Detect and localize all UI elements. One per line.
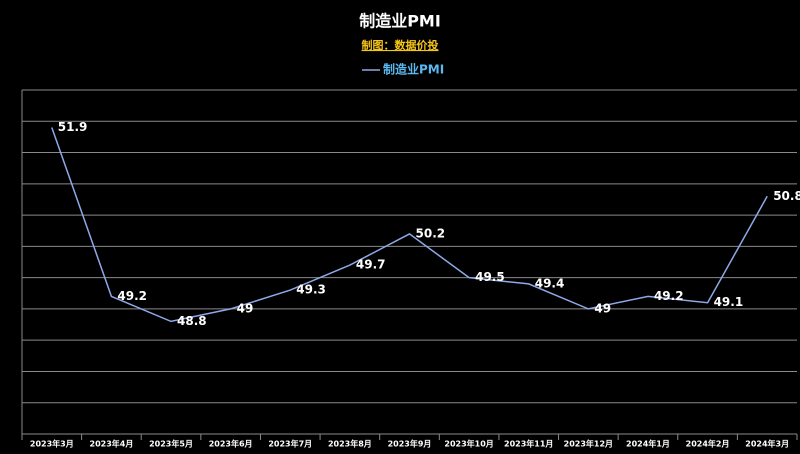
data-label: 49.4 [535, 276, 565, 290]
x-tick-label: 2023年8月 [328, 439, 372, 449]
x-tick-label: 2024年1月 [626, 439, 670, 449]
x-tick-label: 2024年3月 [745, 439, 789, 449]
line [51, 127, 768, 323]
chart-subtitle: 制图：数据价投 [362, 38, 439, 52]
chart-title: 制造业PMI [359, 12, 441, 31]
data-label: 51.9 [58, 120, 88, 134]
x-tick-label: 2023年6月 [209, 439, 253, 449]
x-tick-label: 2023年9月 [388, 439, 432, 449]
x-tick-label: 2023年12月 [564, 439, 613, 449]
data-label: 49.7 [356, 258, 386, 272]
x-tick-label: 2023年10月 [444, 439, 493, 449]
data-label: 49.2 [117, 289, 147, 303]
x-tick-label: 2023年3月 [30, 439, 74, 449]
legend-label: 制造业PMI [383, 62, 444, 77]
x-tick-label: 2023年4月 [90, 439, 134, 449]
data-label: 50.8 [773, 189, 800, 203]
data-label: 48.8 [177, 314, 207, 328]
data-label: 49.3 [296, 283, 326, 297]
data-label: 49.1 [714, 295, 744, 309]
x-tick-label: 2023年11月 [504, 439, 553, 449]
x-tick-label: 2023年7月 [268, 439, 312, 449]
data-label: 49.2 [654, 289, 684, 303]
data-label: 49.5 [475, 270, 505, 284]
data-label: 49 [237, 301, 254, 315]
x-tick-label: 2024年2月 [686, 439, 730, 449]
x-tick-label: 2023年5月 [149, 439, 193, 449]
data-label: 50.2 [416, 226, 446, 240]
data-label: 49 [594, 301, 611, 315]
